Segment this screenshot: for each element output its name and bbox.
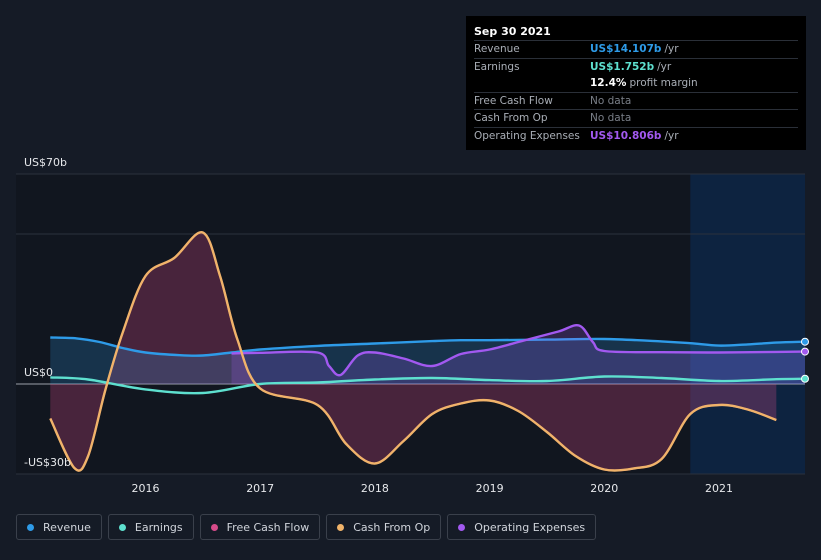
x-tick-label: 2018 (361, 482, 389, 495)
tooltip-unit: /yr (657, 60, 672, 73)
y-tick-label: US$70b (24, 156, 67, 169)
revenue-area (50, 337, 805, 384)
legend-earnings[interactable]: Earnings (107, 514, 194, 540)
forecast-region (690, 174, 805, 474)
tooltip-label: Free Cash Flow (474, 94, 553, 107)
y-tick-label: -US$30b (24, 456, 71, 469)
x-tick-label: 2021 (705, 482, 733, 495)
tooltip-label: Operating Expenses (474, 129, 580, 142)
x-tick-label: 2019 (476, 482, 504, 495)
tooltip-label (474, 75, 590, 92)
legend-label: Operating Expenses (474, 520, 586, 534)
x-tick-label: 2020 (590, 482, 618, 495)
tooltip-label: Cash From Op (474, 112, 548, 124)
x-tick-label: 2016 (131, 482, 159, 495)
revenue-end-marker (801, 337, 809, 346)
tooltip-label: Earnings (474, 60, 520, 73)
legend-label: Cash From Op (353, 520, 431, 534)
tooltip-row-opex: Operating Expenses US$10.806b/yr (474, 126, 798, 145)
tooltip-date: Sep 30 2021 (474, 25, 551, 38)
earnings-line (50, 375, 806, 395)
tooltip-row-revenue: Revenue US$14.107b/yr (474, 40, 798, 58)
tooltip-row-cfo: Cash From Op No data (474, 109, 798, 127)
legend-label: Earnings (134, 520, 183, 534)
grid (16, 173, 805, 475)
tooltip-label: Revenue (474, 43, 520, 55)
operating-expenses-area (231, 325, 806, 384)
plot-background (16, 174, 805, 474)
tooltip-unit: /yr (664, 43, 679, 55)
revenue-dot-icon (27, 523, 34, 531)
legend-label: Revenue (43, 520, 91, 534)
legend-operating-expenses[interactable]: Operating Expenses (447, 514, 597, 540)
legend-free-cash-flow[interactable]: Free Cash Flow (199, 514, 321, 540)
revenue-line (50, 336, 806, 357)
tooltip-row-earnings: Earnings US$1.752b/yr (474, 57, 798, 76)
tooltip-row-fcf: Free Cash Flow No data (474, 91, 798, 110)
tooltip: Sep 30 2021 Revenue US$14.107b/yr Earnin… (466, 16, 806, 150)
earnings-end-marker (801, 374, 809, 383)
tooltip-value: 12.4% (590, 77, 627, 89)
tooltip-unit: /yr (664, 129, 679, 142)
y-tick-label: US$0 (24, 366, 53, 379)
chart-area: US$70b US$0 -US$30b 2016 2017 2018 2019 2020 202… (16, 156, 809, 495)
legend: Revenue Earnings Free Cash Flow Cash Fro… (16, 514, 602, 542)
free-cash-flow-dot-icon (210, 523, 218, 531)
tooltip-value: US$14.107b (590, 43, 662, 55)
ticks-layer: US$70b US$0 -US$30b 2016 2017 2018 2019 2020 202… (24, 156, 733, 495)
tooltip-value: No data (590, 94, 632, 107)
tooltip-value: No data (590, 112, 632, 124)
operating-expenses-dot-icon (458, 523, 466, 531)
legend-label: Free Cash Flow (226, 520, 310, 534)
series-layer (49, 231, 809, 472)
cash-from-op-line (49, 231, 777, 472)
legend-cash-from-op[interactable]: Cash From Op (326, 514, 442, 540)
earnings-dot-icon (118, 523, 126, 531)
legend-revenue[interactable]: Revenue (16, 514, 102, 540)
tooltip-value: US$1.752b (590, 60, 655, 73)
operating-expenses-line (231, 323, 806, 377)
tooltip-row-margin: 12.4% profit margin (474, 75, 798, 92)
x-tick-label: 2017 (246, 482, 274, 495)
tooltip-unit: profit margin (629, 77, 698, 89)
free-cash-flow-area (50, 232, 777, 471)
tooltip-value: US$10.806b (590, 129, 662, 142)
operating-expenses-end-marker (801, 347, 809, 356)
cash-from-op-dot-icon (337, 523, 345, 531)
